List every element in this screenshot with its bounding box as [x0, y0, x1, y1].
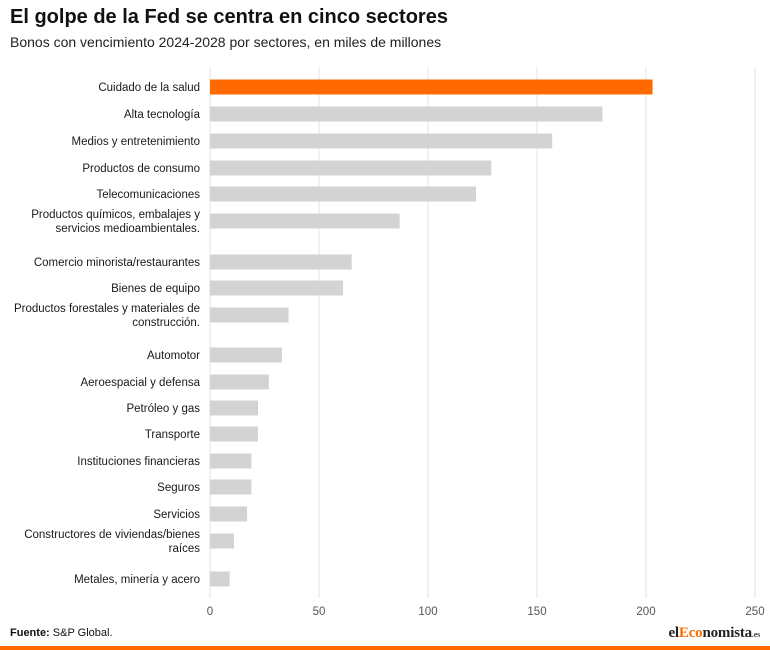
logo-accent: Eco: [678, 625, 703, 641]
category-label: Telecomunicaciones: [96, 189, 200, 201]
category-label: Medios y entretenimiento: [72, 136, 200, 148]
bar: [210, 533, 234, 549]
chart-subtitle: Bonos con vencimiento 2024-2028 por sect…: [10, 34, 442, 50]
category-label: Comercio minorista/restaurantes: [34, 257, 200, 269]
category-label: Servicios: [153, 509, 200, 521]
source-label: Fuente:: [10, 627, 50, 639]
category-label-line: Telecomunicaciones: [96, 189, 200, 201]
category-label: Aeroespacial y defensa: [80, 377, 200, 389]
bar: [210, 506, 248, 522]
bar: [210, 106, 603, 122]
category-label-line: Automotor: [147, 350, 200, 362]
x-tick-label: 200: [636, 606, 655, 618]
category-label-line: Cuidado de la salud: [98, 82, 200, 94]
logo-suffix: nomista: [702, 625, 752, 641]
bar: [210, 254, 352, 270]
highlighted-bar: [210, 79, 653, 95]
bar: [210, 400, 258, 416]
category-label-line: Comercio minorista/restaurantes: [34, 257, 200, 269]
category-label-line: Aeroespacial y defensa: [80, 377, 200, 389]
category-label-line: Alta tecnología: [124, 109, 201, 121]
category-label-line: construcción.: [132, 317, 200, 329]
category-label-line: Instituciones financieras: [77, 456, 200, 468]
category-label: Petróleo y gas: [126, 403, 200, 415]
bar: [210, 347, 282, 363]
category-label-line: Productos forestales y materiales de: [14, 303, 200, 315]
category-label-line: Seguros: [157, 482, 200, 494]
category-label-line: Constructores de viviendas/bienes: [24, 529, 200, 541]
bar: [210, 374, 269, 390]
bar: [210, 453, 252, 469]
category-label: Alta tecnología: [124, 109, 201, 121]
bottom-accent-line: [0, 646, 770, 650]
x-tick-label: 150: [527, 606, 546, 618]
category-label: Automotor: [147, 350, 200, 362]
category-label-line: servicios medioambientales.: [56, 223, 200, 235]
bar: [210, 160, 492, 176]
source-note: Fuente: S&P Global.: [10, 627, 113, 639]
category-label: Instituciones financieras: [77, 456, 200, 468]
chart-title: El golpe de la Fed se centra en cinco se…: [10, 6, 448, 28]
category-label: Seguros: [157, 482, 200, 494]
x-tick-label: 250: [745, 606, 764, 618]
category-label-line: Bienes de equipo: [111, 283, 200, 295]
category-label-line: Petróleo y gas: [126, 403, 200, 415]
bar: [210, 133, 553, 149]
category-label: Transporte: [145, 429, 200, 441]
category-label-line: Productos de consumo: [82, 163, 200, 175]
category-label: Bienes de equipo: [111, 283, 200, 295]
category-label: Metales, minería y acero: [74, 574, 200, 586]
bar: [210, 426, 258, 442]
category-label-line: Medios y entretenimiento: [72, 136, 200, 148]
category-label: Productos químicos, embalajes y servicios…: [31, 209, 200, 235]
bar: [210, 186, 476, 202]
source-text: S&P Global.: [52, 627, 113, 639]
bar: [210, 213, 400, 229]
bar: [210, 479, 252, 495]
bar: [210, 307, 289, 323]
category-label: Productos forestales y materiales de cons…: [14, 303, 200, 329]
x-tick-label: 0: [207, 606, 213, 618]
category-label-line: raíces: [169, 543, 201, 555]
x-tick-label: 50: [313, 606, 326, 618]
category-label-line: Metales, minería y acero: [74, 574, 200, 586]
logo-prefix: el: [668, 625, 679, 641]
category-label-line: Servicios: [153, 509, 200, 521]
category-label: Productos de consumo: [82, 163, 200, 175]
category-label: Constructores de viviendas/bienes raíces: [24, 529, 200, 555]
bar: [210, 571, 230, 587]
category-label-line: Transporte: [145, 429, 200, 441]
category-label: Cuidado de la salud: [98, 82, 200, 94]
category-label-line: Productos químicos, embalajes y: [31, 209, 200, 221]
logo-tld: .es: [751, 630, 760, 639]
x-tick-label: 100: [418, 606, 437, 618]
eleconomista-logo: elEconomista.es: [668, 625, 760, 642]
bar: [210, 280, 343, 296]
